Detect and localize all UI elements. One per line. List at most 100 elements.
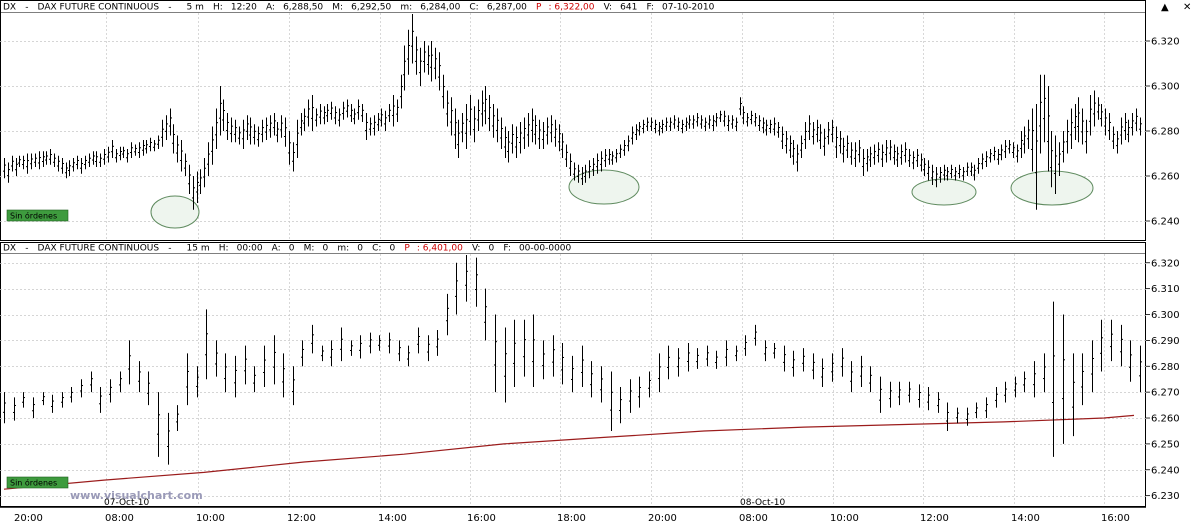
watermark: www.visualchart.com [70,489,203,502]
bottom-grid [0,254,1146,506]
price-bar [80,379,83,398]
price-bar [550,115,553,143]
x-tick-label: 10:00 [196,513,225,524]
price-bar [804,122,807,149]
x-tick-label: 20:00 [648,513,677,524]
price-bar [742,106,745,125]
price-bar [119,371,122,393]
price-bar [215,340,218,377]
x-tick-label: 16:00 [467,513,496,524]
price-bar [157,135,160,149]
price-bar [477,99,480,131]
price-bar [827,122,830,145]
price-bar [1097,97,1100,120]
price-bar [373,115,376,136]
close-icon[interactable]: ✕ [1183,2,1191,13]
price-bar [263,345,266,387]
price-bar [685,117,688,131]
price-bar [954,167,957,181]
price-bar [415,36,418,75]
price-bar [134,144,137,156]
top-h-label: H: [213,3,223,13]
price-bar [32,397,35,419]
bottom-orders-badge[interactable] [6,476,69,489]
price-bar [939,167,942,183]
price-bar [773,117,776,136]
price-bar [147,371,150,406]
price-bar [758,115,761,131]
price-bar [819,124,822,149]
x-tick-label: 08:00 [739,513,768,524]
price-bar [916,149,919,167]
price-bar [1027,119,1030,149]
price-bar [411,14,414,64]
price-bar [261,119,264,143]
price-bar [1054,135,1057,194]
price-bar [1139,345,1142,393]
price-bar [896,146,899,167]
x-tick-label: 14:00 [378,513,407,524]
price-bar [513,319,516,387]
price-bar [149,137,152,152]
price-bar [311,324,314,354]
scroll-up-icon[interactable]: ▲ [1161,2,1169,13]
price-bar [661,119,664,134]
bottom-v-label: V: [472,244,480,254]
y-tick-label: 6.260 [1151,172,1180,183]
price-bar [739,97,742,116]
price-bar [165,115,168,140]
price-bar [484,288,487,341]
x-tick-label: 16:00 [1101,513,1130,524]
top-separator: - [25,3,28,13]
y-tick-label: 6.310 [1151,284,1180,295]
price-bar [465,255,468,302]
price-bar [569,153,572,176]
price-bar [1004,381,1007,403]
price-bar [937,392,940,413]
price-bar [199,169,202,194]
x-tick-label: 18:00 [557,513,586,524]
price-bar [727,115,730,131]
price-bar [677,348,680,377]
price-bar [72,158,75,172]
price-bar [369,117,372,136]
price-bar [1043,353,1046,393]
price-bar [642,119,645,134]
y-tick-label: 6.280 [1151,362,1180,373]
price-bar [138,142,141,158]
price-bar [369,332,372,354]
price-bar [1104,108,1107,136]
price-bar [596,153,599,174]
price-bar [338,108,341,127]
price-bar [789,135,792,158]
price-bar [1058,142,1061,176]
price-bar [677,117,680,131]
price-bar [1093,90,1096,127]
price-bar [1100,104,1103,127]
price-bar [284,117,287,147]
price-bar [446,293,449,336]
price-bar [388,104,391,122]
price-bar [504,327,507,403]
price-bar [57,155,60,172]
price-bar [966,162,969,176]
price-bar [731,115,734,129]
price-bar [45,151,48,165]
price-bar [273,335,276,385]
price-bar [292,366,295,406]
price-bar [76,155,79,170]
price-bar [904,142,907,163]
price-bar [669,117,672,131]
price-bar [192,176,195,210]
price-bar [238,126,241,145]
price-bar [88,153,91,167]
price-bar [84,155,87,170]
top-v-label: V: [604,3,612,13]
price-bar [704,117,707,131]
price-bar [950,164,953,179]
price-bar [638,122,641,136]
top-orders-badge[interactable] [6,209,69,222]
y-tick-label: 6.300 [1151,82,1180,93]
top-p-label: P [536,3,542,13]
